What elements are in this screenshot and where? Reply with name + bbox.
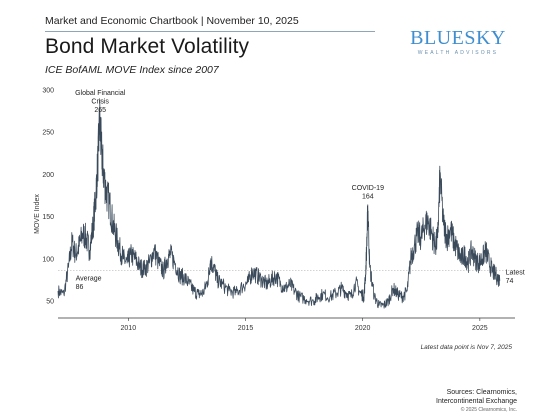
y-tick-label: 150 (42, 214, 54, 221)
y-tick-label: 300 (42, 88, 54, 95)
sources-line-1: Sources: Clearnomics, (446, 389, 517, 396)
annotation-label: 86 (76, 284, 84, 291)
annotation-label: Crisis (91, 99, 109, 106)
annotation-label: 74 (506, 278, 514, 285)
x-tick-label: 2010 (121, 325, 137, 332)
y-tick-label: 100 (42, 256, 54, 263)
annotation-label: Latest (506, 270, 525, 277)
annotation-label: 164 (362, 193, 374, 200)
chartbook-header: Market and Economic Chartbook | November… (45, 15, 299, 27)
sources-text: Sources: Clearnomics, Intercontinental E… (360, 388, 517, 406)
y-tick-label: 250 (42, 130, 54, 137)
header-rule (45, 31, 375, 32)
latest-data-note: Latest data point is Nov 7, 2025 (420, 344, 512, 351)
sources-line-2: Intercontinental Exchange (436, 398, 517, 405)
annotation-label: COVID-19 (352, 185, 384, 192)
x-tick-label: 2020 (355, 325, 371, 332)
x-tick-label: 2025 (472, 325, 488, 332)
move-index-series-line (57, 99, 501, 309)
y-tick-label: 50 (46, 299, 54, 306)
annotation-label: Global Financial (75, 90, 126, 97)
x-tick-label: 2015 (238, 325, 254, 332)
annotation-label: 265 (94, 107, 106, 114)
page-title: Bond Market Volatility (45, 35, 250, 58)
y-axis-label: MOVE Index (34, 194, 41, 234)
page-subtitle: ICE BofAML MOVE Index since 2007 (45, 64, 219, 76)
annotation-label: Average (76, 276, 102, 283)
copyright-text: © 2025 Clearnomics, Inc. (460, 407, 517, 413)
bluesky-logo: BLUESKY WEALTH ADVISORS (398, 28, 518, 56)
logo-name: BLUESKY (410, 27, 506, 49)
y-tick-label: 200 (42, 172, 54, 179)
logo-tagline: WEALTH ADVISORS (417, 50, 499, 56)
